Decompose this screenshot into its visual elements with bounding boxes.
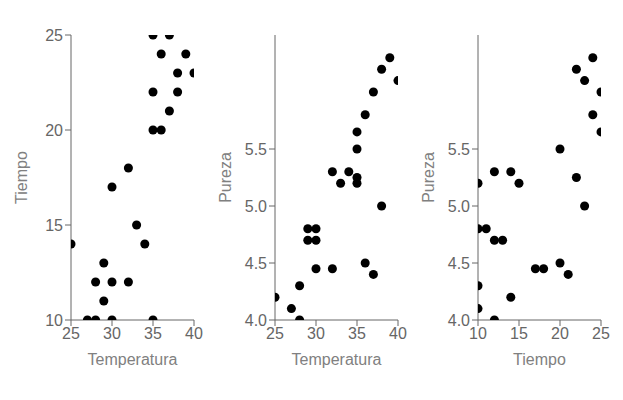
svg-text:25: 25 <box>45 27 63 44</box>
svg-text:25: 25 <box>592 325 610 342</box>
svg-text:20: 20 <box>45 122 63 139</box>
svg-text:4.5: 4.5 <box>448 255 470 272</box>
svg-text:4.0: 4.0 <box>448 312 470 329</box>
svg-text:25: 25 <box>62 325 80 342</box>
svg-text:40: 40 <box>185 325 203 342</box>
svg-text:Pureza: Pureza <box>420 152 437 203</box>
svg-text:4.0: 4.0 <box>244 312 266 329</box>
svg-text:20: 20 <box>551 325 569 342</box>
svg-text:15: 15 <box>510 325 528 342</box>
svg-text:Temperatura: Temperatura <box>88 351 178 368</box>
svg-text:5.5: 5.5 <box>448 141 470 158</box>
svg-text:35: 35 <box>144 325 162 342</box>
svg-text:5.0: 5.0 <box>448 198 470 215</box>
svg-text:5.0: 5.0 <box>244 198 266 215</box>
svg-text:5.5: 5.5 <box>244 141 266 158</box>
svg-text:25: 25 <box>266 325 284 342</box>
svg-text:30: 30 <box>307 325 325 342</box>
svg-text:15: 15 <box>45 217 63 234</box>
svg-text:4.5: 4.5 <box>244 255 266 272</box>
svg-text:Pureza: Pureza <box>216 152 233 203</box>
svg-text:Tiempo: Tiempo <box>13 151 30 204</box>
svg-text:Tiempo: Tiempo <box>513 351 566 368</box>
svg-text:30: 30 <box>103 325 121 342</box>
svg-text:40: 40 <box>389 325 407 342</box>
svg-text:Temperatura: Temperatura <box>291 351 381 368</box>
svg-text:35: 35 <box>348 325 366 342</box>
svg-text:10: 10 <box>469 325 487 342</box>
svg-text:10: 10 <box>45 312 63 329</box>
